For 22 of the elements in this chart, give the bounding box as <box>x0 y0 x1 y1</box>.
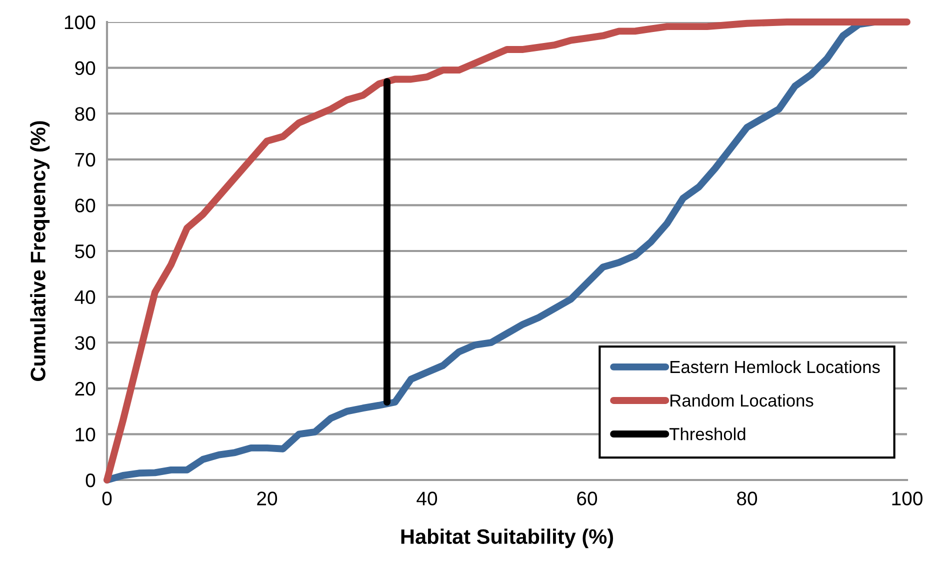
y-axis-title: Cumulative Frequency (%) <box>30 121 50 381</box>
y-tick-label: 80 <box>75 107 96 121</box>
y-tick-label: 0 <box>86 473 96 488</box>
y-tick-label: 90 <box>75 61 96 76</box>
y-tick-label: 40 <box>74 290 96 304</box>
y-tick-label: 10 <box>76 428 96 442</box>
x-tick-label: 60 <box>577 492 598 506</box>
x-tick-label: 0 <box>102 492 112 506</box>
legend-label: Threshold <box>670 428 746 440</box>
legend-label: Eastern Hemlock Locations <box>670 360 880 374</box>
y-tick-label: 100 <box>64 15 96 30</box>
x-tick-label: 40 <box>416 492 438 506</box>
y-tick-label: 20 <box>75 382 96 396</box>
x-tick-label: 80 <box>737 492 758 506</box>
x-tick-label: 20 <box>257 492 278 506</box>
y-tick-label: 70 <box>75 152 96 167</box>
y-tick-label: 50 <box>75 244 96 258</box>
y-tick-label: 30 <box>75 336 96 350</box>
x-tick-label: 100 <box>892 492 922 506</box>
x-axis-title: Habitat Suitability (%) <box>401 528 614 548</box>
legend-label: Random Locations <box>670 394 814 407</box>
y-tick-label: 60 <box>75 198 96 212</box>
